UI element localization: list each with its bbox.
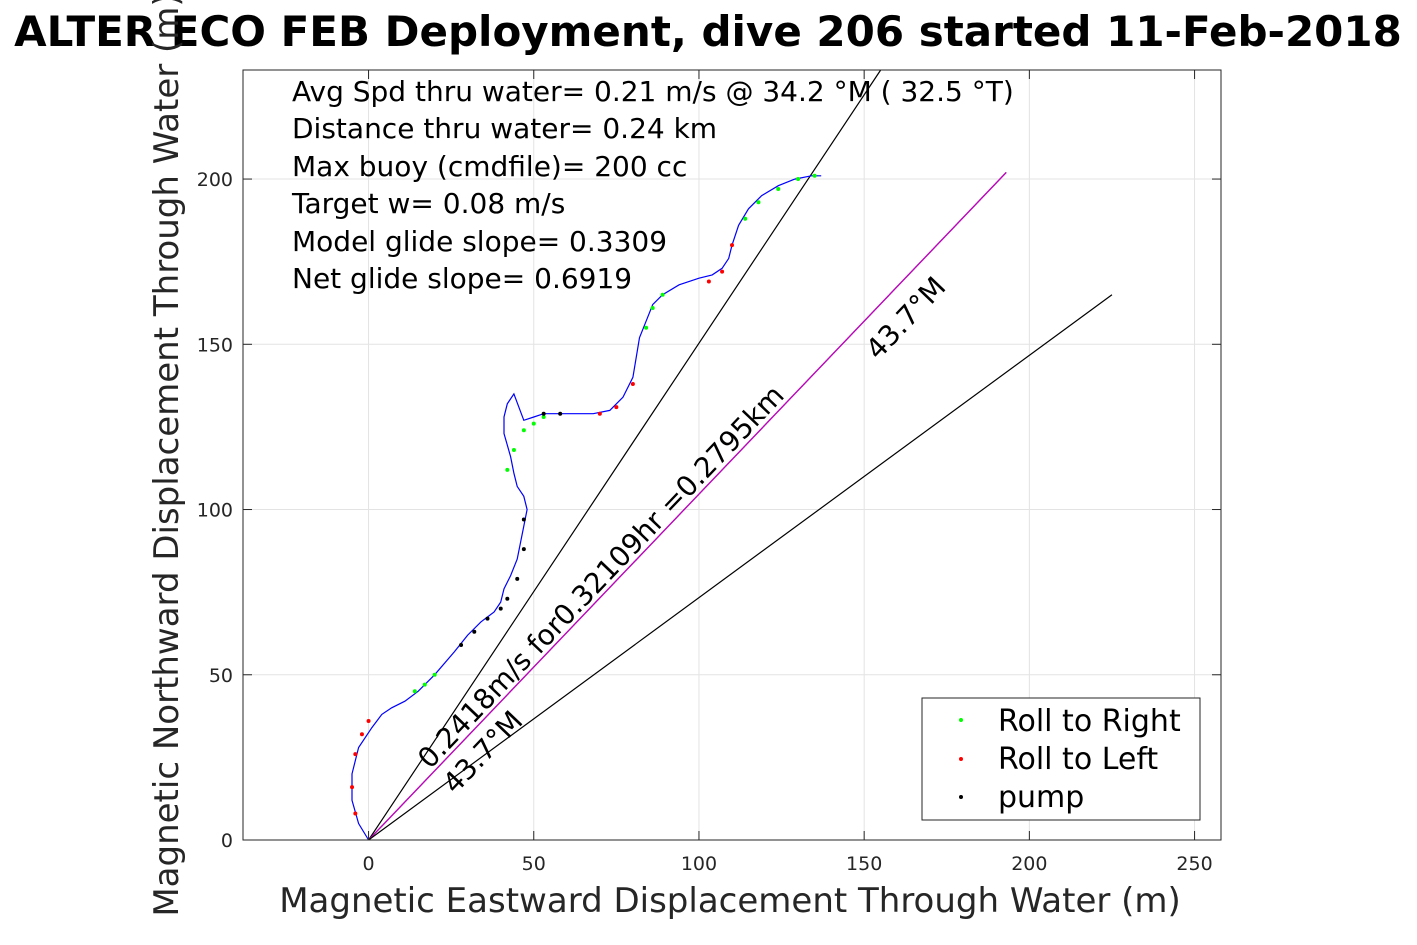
point-roll-to-right: [521, 428, 526, 433]
point-roll-to-right: [422, 682, 427, 687]
point-roll-to-left: [720, 269, 725, 274]
point-pump: [515, 576, 520, 581]
grid-lines: [243, 70, 1221, 841]
y-tick-label: 100: [197, 500, 233, 522]
point-pump: [521, 547, 526, 552]
reference-lines: [368, 69, 1113, 841]
x-tick-label: 250: [1176, 853, 1212, 875]
legend-marker-roll-right: [959, 718, 963, 722]
point-roll-to-right: [432, 672, 437, 677]
x-tick-label: 150: [846, 853, 882, 875]
reference-line-heading-magenta: [368, 172, 1007, 841]
x-tick-label: 100: [681, 853, 717, 875]
point-pump: [498, 606, 503, 611]
point-pump: [472, 629, 477, 634]
point-roll-to-right: [650, 305, 655, 310]
point-roll-to-left: [366, 719, 371, 724]
chart-title: ALTER ECO FEB Deployment, dive 206 start…: [14, 7, 1402, 56]
point-roll-to-left: [353, 811, 358, 816]
y-tick-label: 150: [197, 334, 233, 356]
y-axis-label: Magnetic Northward Displacement Through …: [147, 0, 187, 917]
x-tick-label: 50: [522, 853, 546, 875]
legend-label-roll-left: Roll to Left: [998, 742, 1158, 777]
y-tick-label: 50: [209, 665, 233, 687]
marker-points: [350, 173, 817, 816]
axis-ticks: 0 50 100 150 200 250 0 50 100 150 200: [197, 70, 1221, 875]
y-tick-label: 200: [197, 169, 233, 191]
point-roll-to-right: [796, 177, 801, 182]
distance-note: Distance thru water= 0.24 km: [292, 112, 717, 145]
point-roll-to-left: [597, 411, 602, 416]
point-roll-to-left: [614, 405, 619, 410]
reference-line-lower-bound: [368, 294, 1113, 841]
legend: Roll to Right Roll to Left pump: [921, 697, 1201, 821]
point-pump: [485, 616, 490, 621]
point-roll-to-right: [531, 421, 536, 426]
legend-marker-roll-left: [959, 757, 963, 761]
reference-line-upper-bound: [368, 69, 882, 841]
point-roll-to-right: [511, 448, 516, 453]
point-roll-to-right: [812, 173, 817, 178]
point-roll-to-left: [730, 243, 734, 248]
target-w-note: Target w= 0.08 m/s: [291, 187, 565, 220]
point-pump: [558, 411, 563, 416]
point-roll-to-left: [630, 381, 635, 386]
point-roll-to-right: [776, 186, 781, 191]
point-roll-to-left: [359, 732, 364, 737]
point-pump: [521, 517, 526, 522]
y-tick-label: 0: [221, 830, 233, 852]
point-pump: [459, 643, 464, 648]
point-roll-to-right: [756, 200, 761, 205]
point-roll-to-right: [541, 414, 546, 419]
x-tick-label: 0: [363, 853, 375, 875]
point-roll-to-left: [353, 752, 358, 757]
point-roll-to-left: [350, 785, 355, 790]
point-roll-to-right: [743, 216, 748, 221]
legend-label-pump: pump: [998, 780, 1084, 815]
point-roll-to-right: [505, 467, 510, 472]
legend-marker-pump: [959, 795, 963, 799]
point-roll-to-right: [660, 292, 665, 297]
x-axis-label: Magnetic Eastward Displacement Through W…: [279, 881, 1181, 921]
point-pump: [541, 411, 546, 416]
avg-speed-note: Avg Spd thru water= 0.21 m/s @ 34.2 °M (…: [292, 75, 1014, 108]
legend-box: [921, 697, 1201, 821]
plot-frame: [242, 69, 1222, 841]
stats-annotations: Avg Spd thru water= 0.21 m/s @ 34.2 °M (…: [291, 75, 1014, 295]
net-glide-note: Net glide slope= 0.6919: [292, 262, 632, 295]
point-roll-to-left: [706, 279, 711, 284]
point-roll-to-right: [412, 689, 417, 694]
x-tick-label: 200: [1011, 853, 1047, 875]
point-pump: [505, 596, 510, 601]
legend-label-roll-right: Roll to Right: [998, 704, 1181, 739]
max-buoy-note: Max buoy (cmdfile)= 200 cc: [292, 150, 687, 183]
model-glide-note: Model glide slope= 0.3309: [292, 225, 667, 258]
point-roll-to-right: [644, 325, 649, 330]
